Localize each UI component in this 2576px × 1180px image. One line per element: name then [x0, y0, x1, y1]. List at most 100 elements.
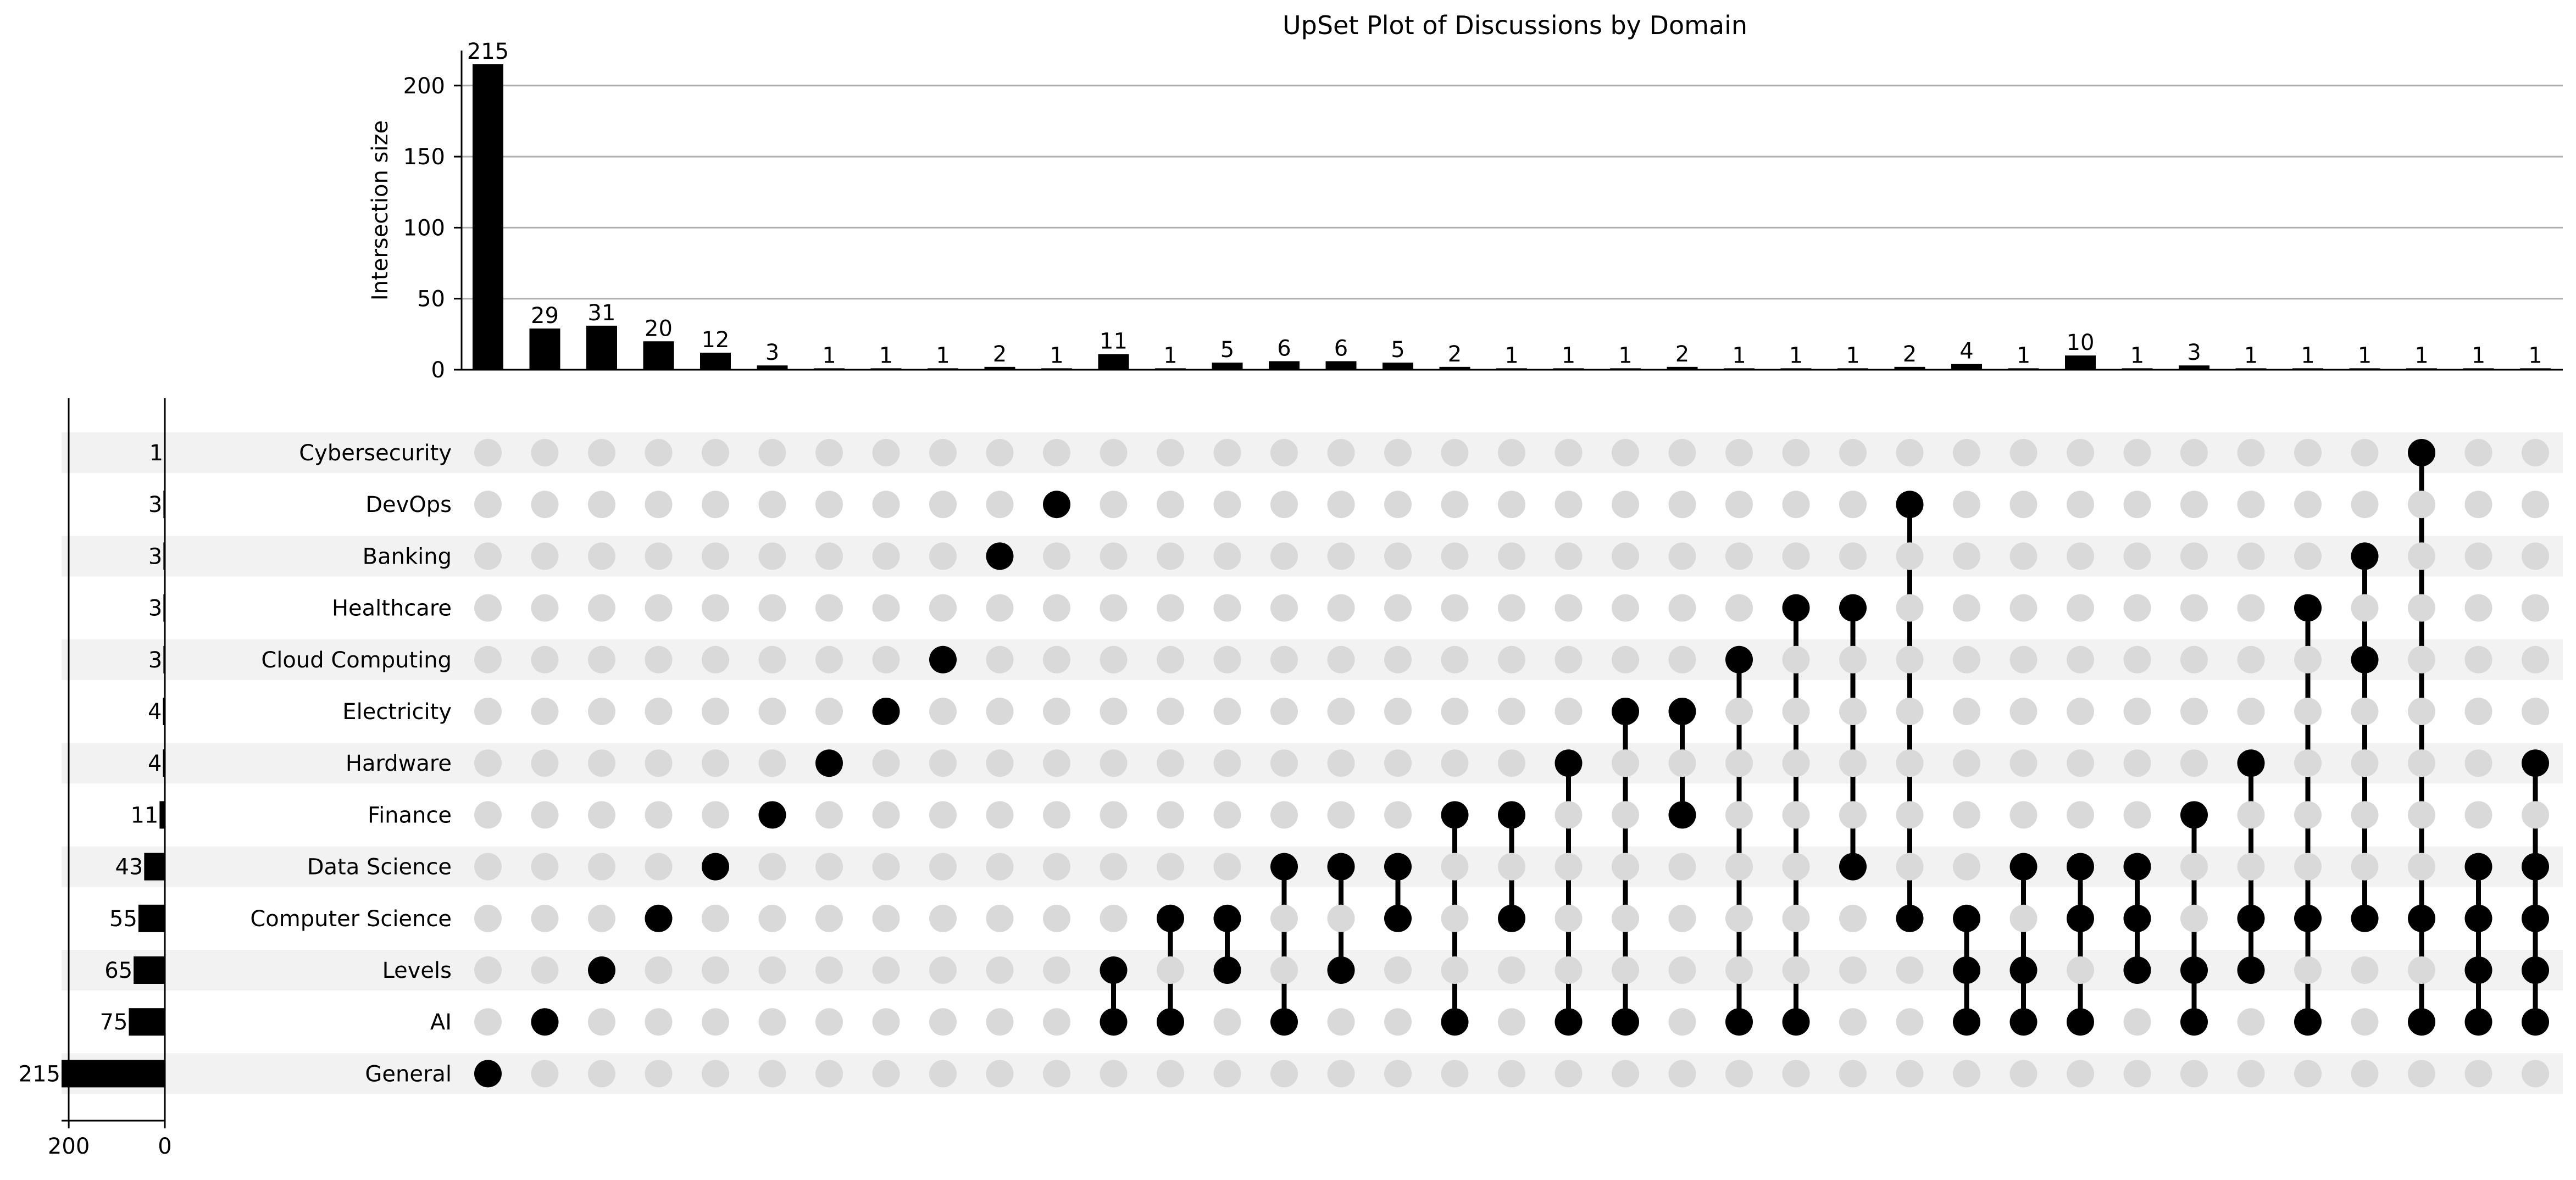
intersection-bar-label: 1 [936, 343, 950, 368]
matrix-dot-inactive [2464, 645, 2492, 674]
matrix-dot-inactive [1384, 439, 1412, 466]
intersection-bar-label: 1 [1618, 343, 1632, 368]
matrix-dot-inactive [1612, 853, 1639, 881]
matrix-dot-inactive [986, 801, 1014, 829]
matrix-dot-inactive [1441, 904, 1469, 932]
matrix-dot-inactive [2294, 698, 2322, 725]
matrix-dot-inactive [1384, 749, 1412, 777]
matrix-dot-inactive [1612, 956, 1639, 984]
matrix-dot-inactive [2408, 698, 2435, 725]
matrix-dot-inactive [1157, 749, 1184, 777]
matrix-dot-inactive [588, 698, 615, 725]
set-size-label: 3 [148, 492, 162, 517]
matrix-dot-inactive [1213, 491, 1241, 519]
matrix-dot-inactive [1100, 491, 1128, 519]
matrix-dot-active [1213, 904, 1241, 932]
matrix-dot-active [2009, 1008, 2038, 1036]
matrix-dot-inactive [531, 645, 559, 674]
intersection-bar-label: 1 [1163, 343, 1177, 368]
matrix-dot-inactive [474, 801, 502, 829]
matrix-dot-active [2464, 904, 2492, 932]
matrix-dot-inactive [758, 645, 786, 674]
matrix-dot-inactive [872, 1060, 900, 1088]
matrix-dot-inactive [2009, 594, 2038, 622]
matrix-dot-active [1555, 1008, 1583, 1036]
matrix-dot-active [1384, 904, 1412, 932]
matrix-dot-inactive [872, 594, 900, 622]
matrix-dot-inactive [1782, 801, 1810, 829]
intersection-bar-label: 20 [645, 316, 673, 341]
intersection-bar-label: 6 [1334, 336, 1348, 361]
matrix-dot-active [2123, 853, 2151, 881]
set-name-label: AI [430, 1010, 452, 1035]
matrix-dot-inactive [758, 749, 786, 777]
matrix-dot-inactive [1498, 956, 1525, 984]
set-size-bar [62, 1060, 165, 1088]
matrix-dot-inactive [1157, 491, 1184, 519]
matrix-dot-active [1896, 491, 1924, 519]
matrix-dot-inactive [2009, 439, 2038, 466]
matrix-dot-inactive [929, 439, 957, 466]
set-size-tick-label: 0 [158, 1134, 171, 1159]
matrix-dot-inactive [1384, 956, 1412, 984]
matrix-dot-inactive [1270, 801, 1298, 829]
intersection-bar [586, 325, 617, 370]
matrix-dot-inactive [929, 801, 957, 829]
matrix-dot-inactive [2351, 1060, 2379, 1088]
matrix-dot-active [2067, 1008, 2094, 1036]
matrix-dot-inactive [2408, 594, 2435, 622]
matrix-dot-inactive [1100, 645, 1128, 674]
matrix-dot-inactive [2180, 491, 2208, 519]
set-size-label: 65 [104, 958, 132, 983]
matrix-dot-inactive [1555, 594, 1583, 622]
intersection-bars [473, 64, 2551, 370]
matrix-dot-inactive [2237, 1008, 2265, 1036]
intersection-bar-label: 6 [1277, 336, 1291, 361]
set-size-bar [134, 956, 165, 984]
matrix-dot-inactive [1213, 1060, 1241, 1088]
intersection-bar-label: 10 [2067, 330, 2095, 355]
matrix-dot-active [2522, 749, 2549, 777]
matrix-dot-active [1782, 1008, 1810, 1036]
matrix-dot-inactive [645, 491, 673, 519]
matrix-dot-inactive [1668, 1008, 1696, 1036]
y-tick-labels: 0 50 100 150 200 [403, 74, 445, 383]
matrix-dot-inactive [1896, 645, 1924, 674]
matrix-dot-inactive [2009, 698, 2038, 725]
matrix-dot-inactive [2464, 749, 2492, 777]
matrix-dot-inactive [1782, 853, 1810, 881]
matrix-dot-inactive [986, 956, 1014, 984]
y-tick-label: 0 [431, 358, 445, 383]
intersection-bar [1098, 354, 1129, 370]
matrix-dot-inactive [1043, 645, 1070, 674]
matrix-dot-active [702, 853, 729, 881]
intersection-bar [1667, 366, 1698, 370]
matrix-dot-inactive [1612, 1060, 1639, 1088]
matrix-dot-inactive [2067, 801, 2094, 829]
matrix-dot-inactive [2009, 645, 2038, 674]
matrix-dot-inactive [815, 904, 843, 932]
matrix-dot-inactive [2408, 491, 2435, 519]
intersection-bar-label: 4 [1959, 339, 1973, 364]
matrix-dot-inactive [474, 594, 502, 622]
matrix-dot-inactive [1327, 491, 1355, 519]
matrix-dot-active [2237, 904, 2265, 932]
matrix-dot-inactive [2351, 698, 2379, 725]
set-size-label: 55 [109, 906, 137, 932]
matrix-dot-active [1782, 594, 1810, 622]
matrix-dot-inactive [929, 542, 957, 570]
matrix-dot-inactive [588, 801, 615, 829]
matrix-dot-inactive [1725, 904, 1753, 932]
matrix-dot-inactive [2464, 542, 2492, 570]
matrix-dot-active [1953, 1008, 1980, 1036]
matrix-dot-inactive [588, 749, 615, 777]
matrix-dot-inactive [1157, 439, 1184, 466]
set-name-label: Banking [363, 544, 452, 569]
matrix-dot-inactive [872, 542, 900, 570]
matrix-dot-inactive [1555, 904, 1583, 932]
matrix-dot-inactive [1043, 904, 1070, 932]
matrix-dot-inactive [1384, 1008, 1412, 1036]
matrix-dot-inactive [929, 749, 957, 777]
